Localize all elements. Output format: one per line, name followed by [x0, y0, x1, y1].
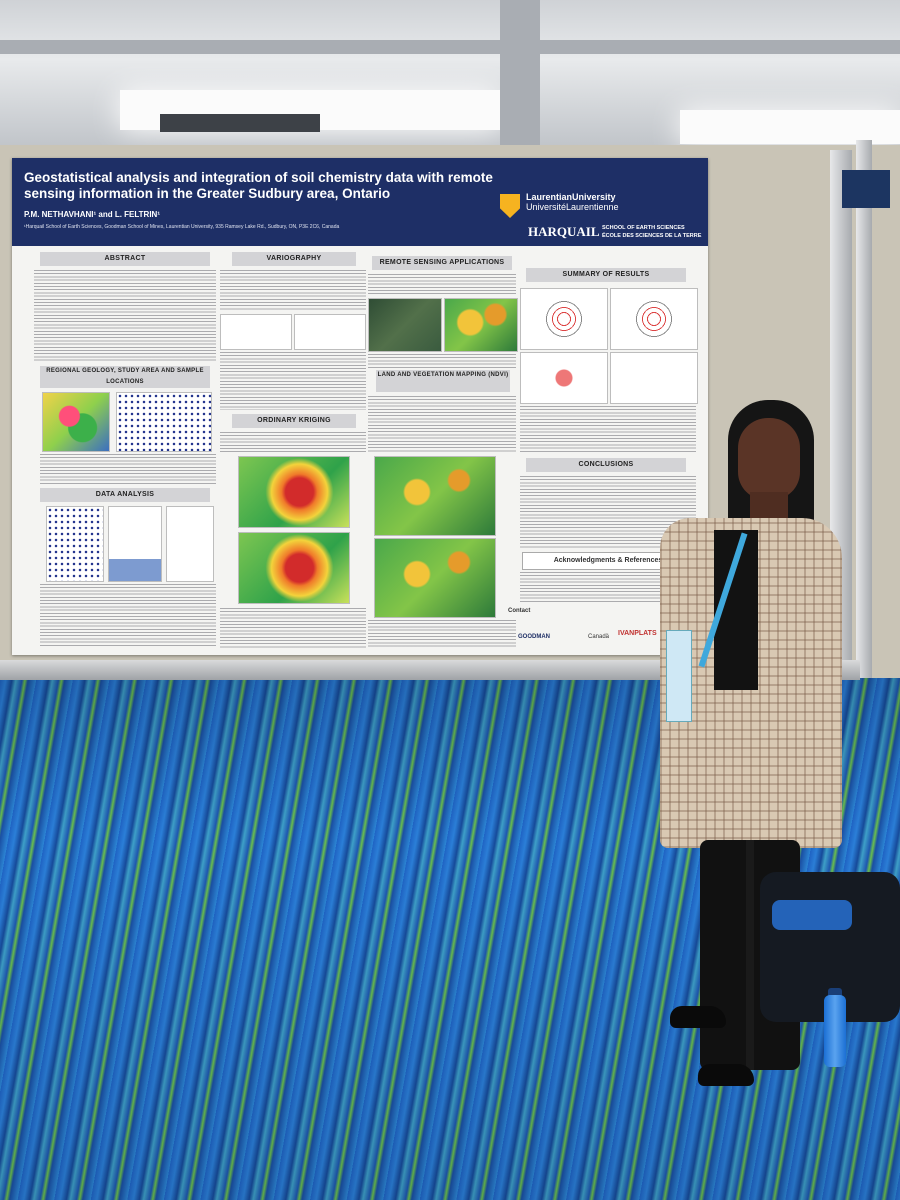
poster-header: Geostatistical analysis and integration … — [12, 158, 708, 246]
sample-locations-map — [116, 392, 212, 452]
ceiling-beam — [0, 40, 900, 54]
ndvi-caption — [368, 620, 516, 648]
left-shoe — [670, 1006, 726, 1028]
ceiling-light — [680, 110, 900, 144]
poster-affiliation: ¹Harquail School of Earth Sciences, Good… — [24, 224, 340, 230]
remote-sensing-caption — [368, 354, 516, 370]
ndvi-text — [368, 396, 516, 452]
ndvi-map-2019 — [374, 538, 496, 618]
abstract-text — [34, 270, 216, 362]
research-poster: Geostatistical analysis and integration … — [12, 158, 708, 655]
board-rail — [0, 660, 860, 680]
presenter-person — [640, 400, 850, 1100]
scatter-plot — [166, 506, 214, 582]
summary-contour-map — [520, 288, 608, 350]
data-analysis-heading: DATA ANALYSIS — [40, 488, 210, 502]
kriging-map-nickel — [238, 456, 350, 528]
backpack-strip — [772, 900, 852, 930]
school-name-fr: ÉCOLE DES SCIENCES DE LA TERRE — [602, 233, 702, 239]
summary-contour-map — [610, 288, 698, 350]
ceiling-beam — [500, 0, 540, 150]
ndvi-map-1985 — [374, 456, 496, 536]
kriging-text — [220, 432, 366, 454]
geology-caption — [40, 454, 216, 486]
variography-heading: VARIOGRAPHY — [232, 252, 356, 266]
sponsor-canada: Canadä — [588, 634, 610, 640]
regional-geology-heading: REGIONAL GEOLOGY, STUDY AREA AND SAMPLE … — [40, 366, 210, 388]
university-name-fr: UniversitéLaurentienne — [526, 202, 619, 212]
poster-title: Geostatistical analysis and integration … — [24, 170, 493, 201]
data-analysis-caption — [40, 584, 216, 646]
remote-sensing-text — [368, 274, 516, 294]
university-name-en: LaurentianUniversity — [526, 192, 616, 202]
sponsor-goodman: GOODMAN — [518, 634, 550, 640]
kriging-caption — [220, 608, 366, 648]
ceiling-vent — [160, 114, 320, 132]
school-name: HARQUAIL — [528, 224, 600, 239]
satellite-image — [368, 298, 442, 352]
ceiling — [0, 0, 900, 150]
variography-text — [220, 270, 366, 310]
name-badge — [666, 630, 692, 722]
histogram-plot — [108, 506, 162, 582]
geology-map — [42, 392, 110, 452]
summary-rose-diagram — [520, 352, 608, 404]
kriging-map-copper — [238, 532, 350, 604]
poster-authors: P.M. NETHAVHANI¹ and L. FELTRIN¹ — [24, 210, 160, 219]
summary-caption — [520, 406, 696, 454]
variogram-plot — [294, 314, 366, 350]
school-name-en: SCHOOL OF EARTH SCIENCES — [602, 225, 685, 231]
summary-structure-map — [610, 352, 698, 404]
remote-sensing-heading: REMOTE SENSING APPLICATIONS — [372, 256, 512, 270]
booth-number-label — [842, 170, 890, 208]
summary-heading: SUMMARY OF RESULTS — [526, 268, 686, 282]
bottle-cap — [828, 988, 842, 998]
variography-caption — [220, 352, 366, 410]
ordinary-kriging-heading: ORDINARY KRIGING — [232, 414, 356, 428]
land-cover-map — [444, 298, 518, 352]
conclusions-heading: CONCLUSIONS — [526, 458, 686, 472]
ndvi-heading: LAND AND VEGETATION MAPPING (NDVI) — [376, 370, 510, 392]
data-analysis-map — [46, 506, 104, 582]
abstract-heading: ABSTRACT — [40, 252, 210, 266]
face — [738, 418, 800, 500]
variogram-plot — [220, 314, 292, 350]
sponsor-ivanplats: IVANPLATS — [618, 630, 657, 637]
right-shoe — [698, 1064, 754, 1086]
university-shield-logo — [500, 194, 520, 218]
water-bottle — [824, 995, 846, 1067]
contact-label: Contact — [508, 608, 531, 614]
